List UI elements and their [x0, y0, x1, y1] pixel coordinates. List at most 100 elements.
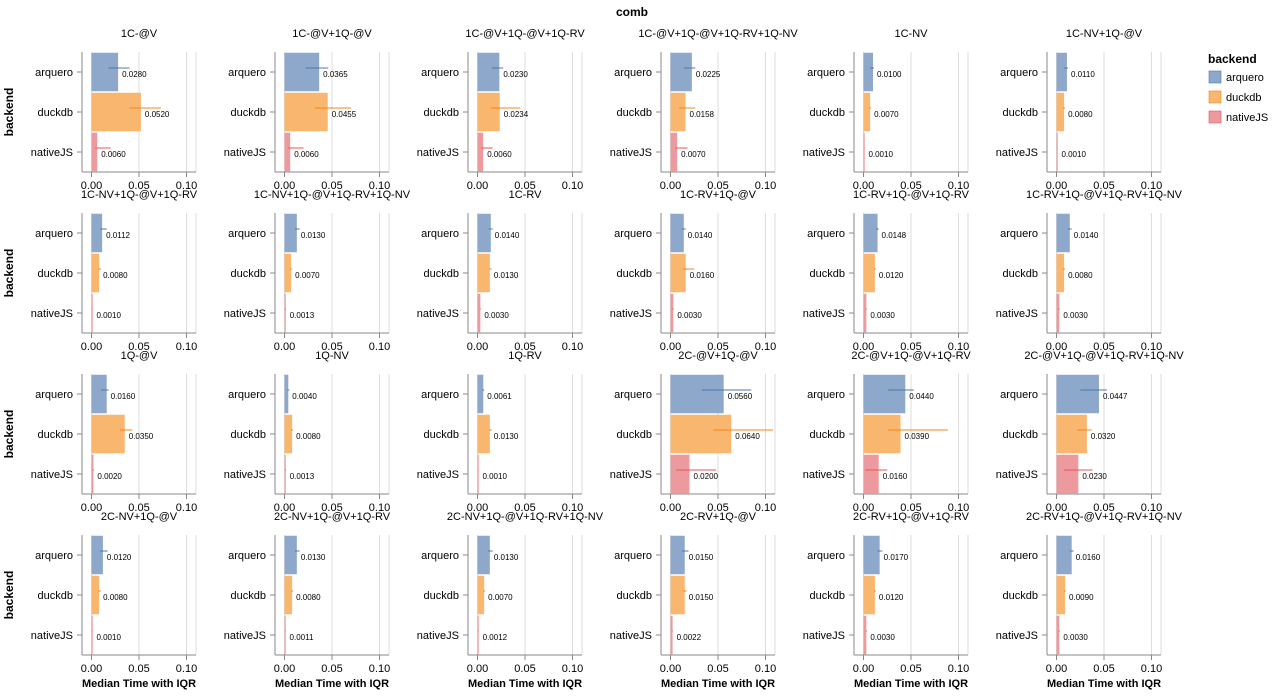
legend-title: backend	[1208, 52, 1257, 66]
bar	[91, 52, 119, 92]
y-tick-label: arquero	[1000, 389, 1038, 401]
data-label: 0.0520	[145, 110, 170, 119]
data-label: 0.0120	[879, 271, 904, 280]
x-tick-label: 0.10	[948, 341, 969, 353]
x-tick-label: 0.05	[900, 663, 921, 675]
y-tick-label: nativeJS	[996, 308, 1038, 320]
bar	[284, 454, 286, 494]
x-axis-title: Median Time with IQR	[468, 678, 582, 690]
y-tick-label: nativeJS	[610, 630, 652, 642]
x-tick-label: 0.00	[81, 341, 102, 353]
x-tick-label: 0.05	[707, 180, 728, 192]
panel-title: 1C-NV+1Q-@V	[1066, 28, 1143, 40]
y-tick-label: arquero	[35, 67, 73, 79]
bar	[863, 575, 875, 615]
bar	[91, 213, 103, 253]
data-label: 0.0110	[1071, 70, 1095, 79]
y-tick-label: arquero	[807, 550, 845, 562]
y-tick-label: duckdb	[617, 590, 652, 602]
bar	[477, 253, 490, 293]
y-tick-label: duckdb	[1003, 268, 1038, 280]
bar	[284, 213, 297, 253]
data-label: 0.0080	[296, 432, 321, 441]
facet-panel: 2C-RV+1Q-@V 0.0150 0.0150 0.0022 arquero duck…	[610, 511, 776, 690]
panel-title: 1C-RV	[509, 189, 542, 201]
data-label: 0.0040	[292, 392, 317, 401]
x-tick-label: 0.10	[562, 502, 583, 514]
x-tick-label: 0.05	[128, 341, 149, 353]
data-label: 0.0080	[1068, 110, 1093, 119]
x-axis-title: Median Time with IQR	[82, 678, 196, 690]
y-tick-label: duckdb	[617, 429, 652, 441]
data-label: 0.0350	[129, 432, 154, 441]
data-label: 0.0030	[870, 633, 895, 642]
x-tick-label: 0.05	[321, 341, 342, 353]
facet-panel: 1C-RV 0.0140 0.0130 0.0030 arquero duckdb nati…	[417, 189, 583, 353]
x-tick-label: 0.00	[467, 341, 488, 353]
x-tick-label: 0.10	[948, 180, 969, 192]
x-tick-label: 0.10	[1141, 663, 1162, 675]
y-tick-label: nativeJS	[803, 630, 845, 642]
bar	[91, 92, 141, 132]
panel-title: 2C-RV+1Q-@V+1Q-RV	[853, 511, 970, 523]
facet-panel: 1Q-@V 0.0160 0.0350 0.0020 arquero duckdb nati…	[31, 350, 197, 514]
data-label: 0.0140	[495, 231, 520, 240]
facet-panel: 1Q-RV 0.0061 0.0130 0.0010 arquero duckdb nati…	[417, 350, 583, 514]
bar	[863, 615, 867, 655]
x-tick-label: 0.05	[1093, 341, 1114, 353]
data-label: 0.0013	[290, 472, 315, 481]
bar	[670, 213, 684, 253]
y-tick-label: arquero	[807, 67, 845, 79]
panel-title: 2C-@V+1Q-@V+1Q-RV+1Q-NV	[1024, 350, 1184, 362]
y-tick-label: nativeJS	[996, 147, 1038, 159]
y-tick-label: duckdb	[38, 590, 73, 602]
bar	[863, 213, 878, 253]
y-tick-label: nativeJS	[417, 630, 459, 642]
bar	[670, 535, 685, 575]
y-tick-label: arquero	[421, 67, 459, 79]
x-tick-label: 0.00	[660, 502, 681, 514]
data-label: 0.0022	[677, 633, 702, 642]
x-tick-label: 0.10	[369, 502, 390, 514]
x-tick-label: 0.05	[707, 341, 728, 353]
facet-panel: 2C-NV+1Q-@V 0.0120 0.0080 0.0010 arquero duck…	[31, 511, 197, 690]
y-tick-label: arquero	[35, 228, 73, 240]
bar	[91, 132, 98, 172]
bar	[670, 575, 685, 615]
bar	[91, 414, 125, 454]
data-label: 0.0160	[883, 472, 908, 481]
bar	[863, 92, 871, 132]
data-label: 0.0100	[877, 70, 902, 79]
y-tick-label: arquero	[807, 228, 845, 240]
x-tick-label: 0.00	[467, 502, 488, 514]
bar	[863, 454, 879, 494]
data-label: 0.0030	[1063, 633, 1088, 642]
y-tick-label: nativeJS	[417, 308, 459, 320]
bar	[284, 293, 286, 333]
y-tick-label: arquero	[614, 228, 652, 240]
y-tick-label: duckdb	[1003, 590, 1038, 602]
bar	[670, 253, 686, 293]
bar	[91, 535, 103, 575]
x-tick-label: 0.00	[467, 663, 488, 675]
data-label: 0.0148	[882, 231, 907, 240]
bar	[284, 374, 289, 414]
data-label: 0.0013	[290, 311, 315, 320]
legend: backend arquero duckdb nativeJS	[1208, 52, 1268, 124]
data-label: 0.0011	[290, 633, 314, 642]
data-label: 0.0020	[97, 472, 122, 481]
legend-swatch	[1208, 90, 1222, 104]
bar	[670, 92, 686, 132]
y-tick-label: nativeJS	[610, 469, 652, 481]
x-tick-label: 0.05	[321, 663, 342, 675]
bar	[284, 414, 293, 454]
bar	[91, 615, 93, 655]
legend-label: nativeJS	[1226, 112, 1268, 124]
facet-panel: 2C-NV+1Q-@V+1Q-RV+1Q-NV 0.0130 0.0070 0.001…	[417, 511, 604, 690]
bar	[863, 535, 880, 575]
y-tick-label: duckdb	[810, 429, 845, 441]
x-tick-label: 0.00	[81, 663, 102, 675]
bar	[1056, 615, 1060, 655]
